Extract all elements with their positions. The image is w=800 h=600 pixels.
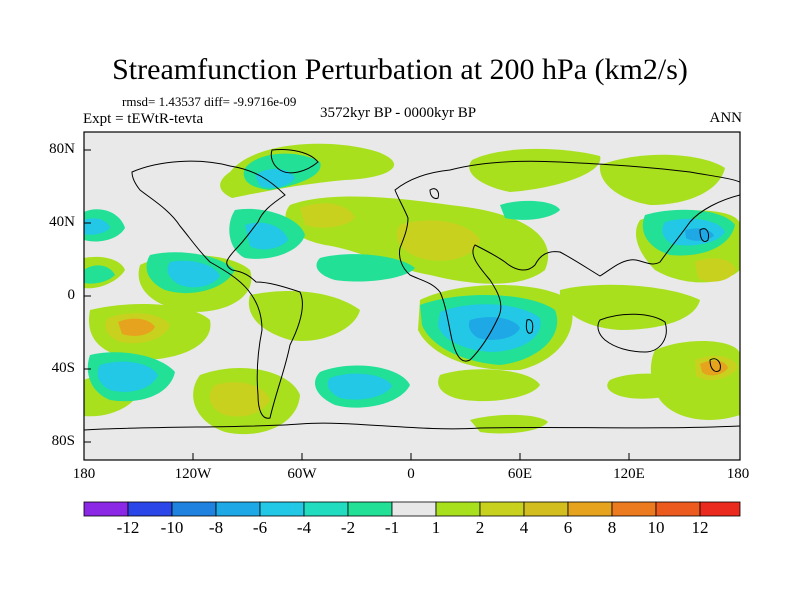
colorbar-label: 6 xyxy=(563,518,573,537)
colorbar xyxy=(83,501,741,517)
lon-tick-label: 0 xyxy=(407,466,415,482)
colorbar-label: 12 xyxy=(691,518,709,537)
stats-label: rmsd= 1.43537 diff= -9.9716e-09 xyxy=(122,94,297,109)
lon-tick-label: 120W xyxy=(174,466,212,482)
colorbar-cell xyxy=(523,501,569,517)
colorbar-label: 10 xyxy=(647,518,665,537)
colorbar-cell xyxy=(391,501,437,517)
colorbar-label: -4 xyxy=(296,518,312,537)
colorbar-cell xyxy=(479,501,525,517)
colorbar-label: -10 xyxy=(160,518,184,537)
lat-tick-label: 80S xyxy=(51,433,75,449)
contour-level-6 xyxy=(118,318,728,376)
colorbar-cell xyxy=(171,501,217,517)
season-label: ANN xyxy=(709,110,743,126)
colorbar-label: -6 xyxy=(252,518,268,537)
colorbar-cell xyxy=(655,501,701,517)
lon-tick-label: 60W xyxy=(287,466,317,482)
plot-title: Streamfunction Perturbation at 200 hPa (… xyxy=(112,53,688,86)
lat-tick-label: 80N xyxy=(49,141,75,157)
colorbar-label: -8 xyxy=(208,518,224,537)
colorbar-cell xyxy=(303,501,349,517)
colorbar-label: -1 xyxy=(384,518,400,537)
colorbar-cell xyxy=(435,501,481,517)
axis-ticks xyxy=(83,149,741,460)
colorbar-cell xyxy=(699,501,741,517)
lon-tick-label: 60E xyxy=(507,466,533,482)
colorbar-cell xyxy=(83,501,129,517)
colorbar-cell xyxy=(567,501,613,517)
lon-tick-label: 180 xyxy=(726,466,750,482)
lon-tick-label: 120E xyxy=(613,466,645,482)
colorbar-cell xyxy=(347,501,393,517)
colorbar-label: -2 xyxy=(340,518,356,537)
contour-level-neg4 xyxy=(468,228,714,340)
colorbar-label: 1 xyxy=(431,518,441,537)
colorbar-label: -12 xyxy=(116,518,140,537)
colorbar-label: 2 xyxy=(475,518,485,537)
contour-level-neg2 xyxy=(84,168,725,400)
experiment-label: Expt = tEWtR-tevta xyxy=(83,111,204,127)
colorbar-cell xyxy=(127,501,173,517)
coastlines xyxy=(84,149,740,431)
lat-tick-label: 0 xyxy=(67,287,76,303)
colorbar-cell xyxy=(215,501,261,517)
lat-tick-label: 40S xyxy=(51,360,75,376)
colorbar-cell xyxy=(611,501,657,517)
period-label: 3572kyr BP - 0000kyr BP xyxy=(320,105,477,121)
lat-tick-label: 40N xyxy=(49,214,75,230)
colorbar-cell xyxy=(259,501,305,517)
contour-fields xyxy=(84,143,740,435)
lon-tick-label: 180 xyxy=(72,466,96,482)
colorbar-label: 8 xyxy=(607,518,617,537)
colorbar-label: 4 xyxy=(519,518,529,537)
